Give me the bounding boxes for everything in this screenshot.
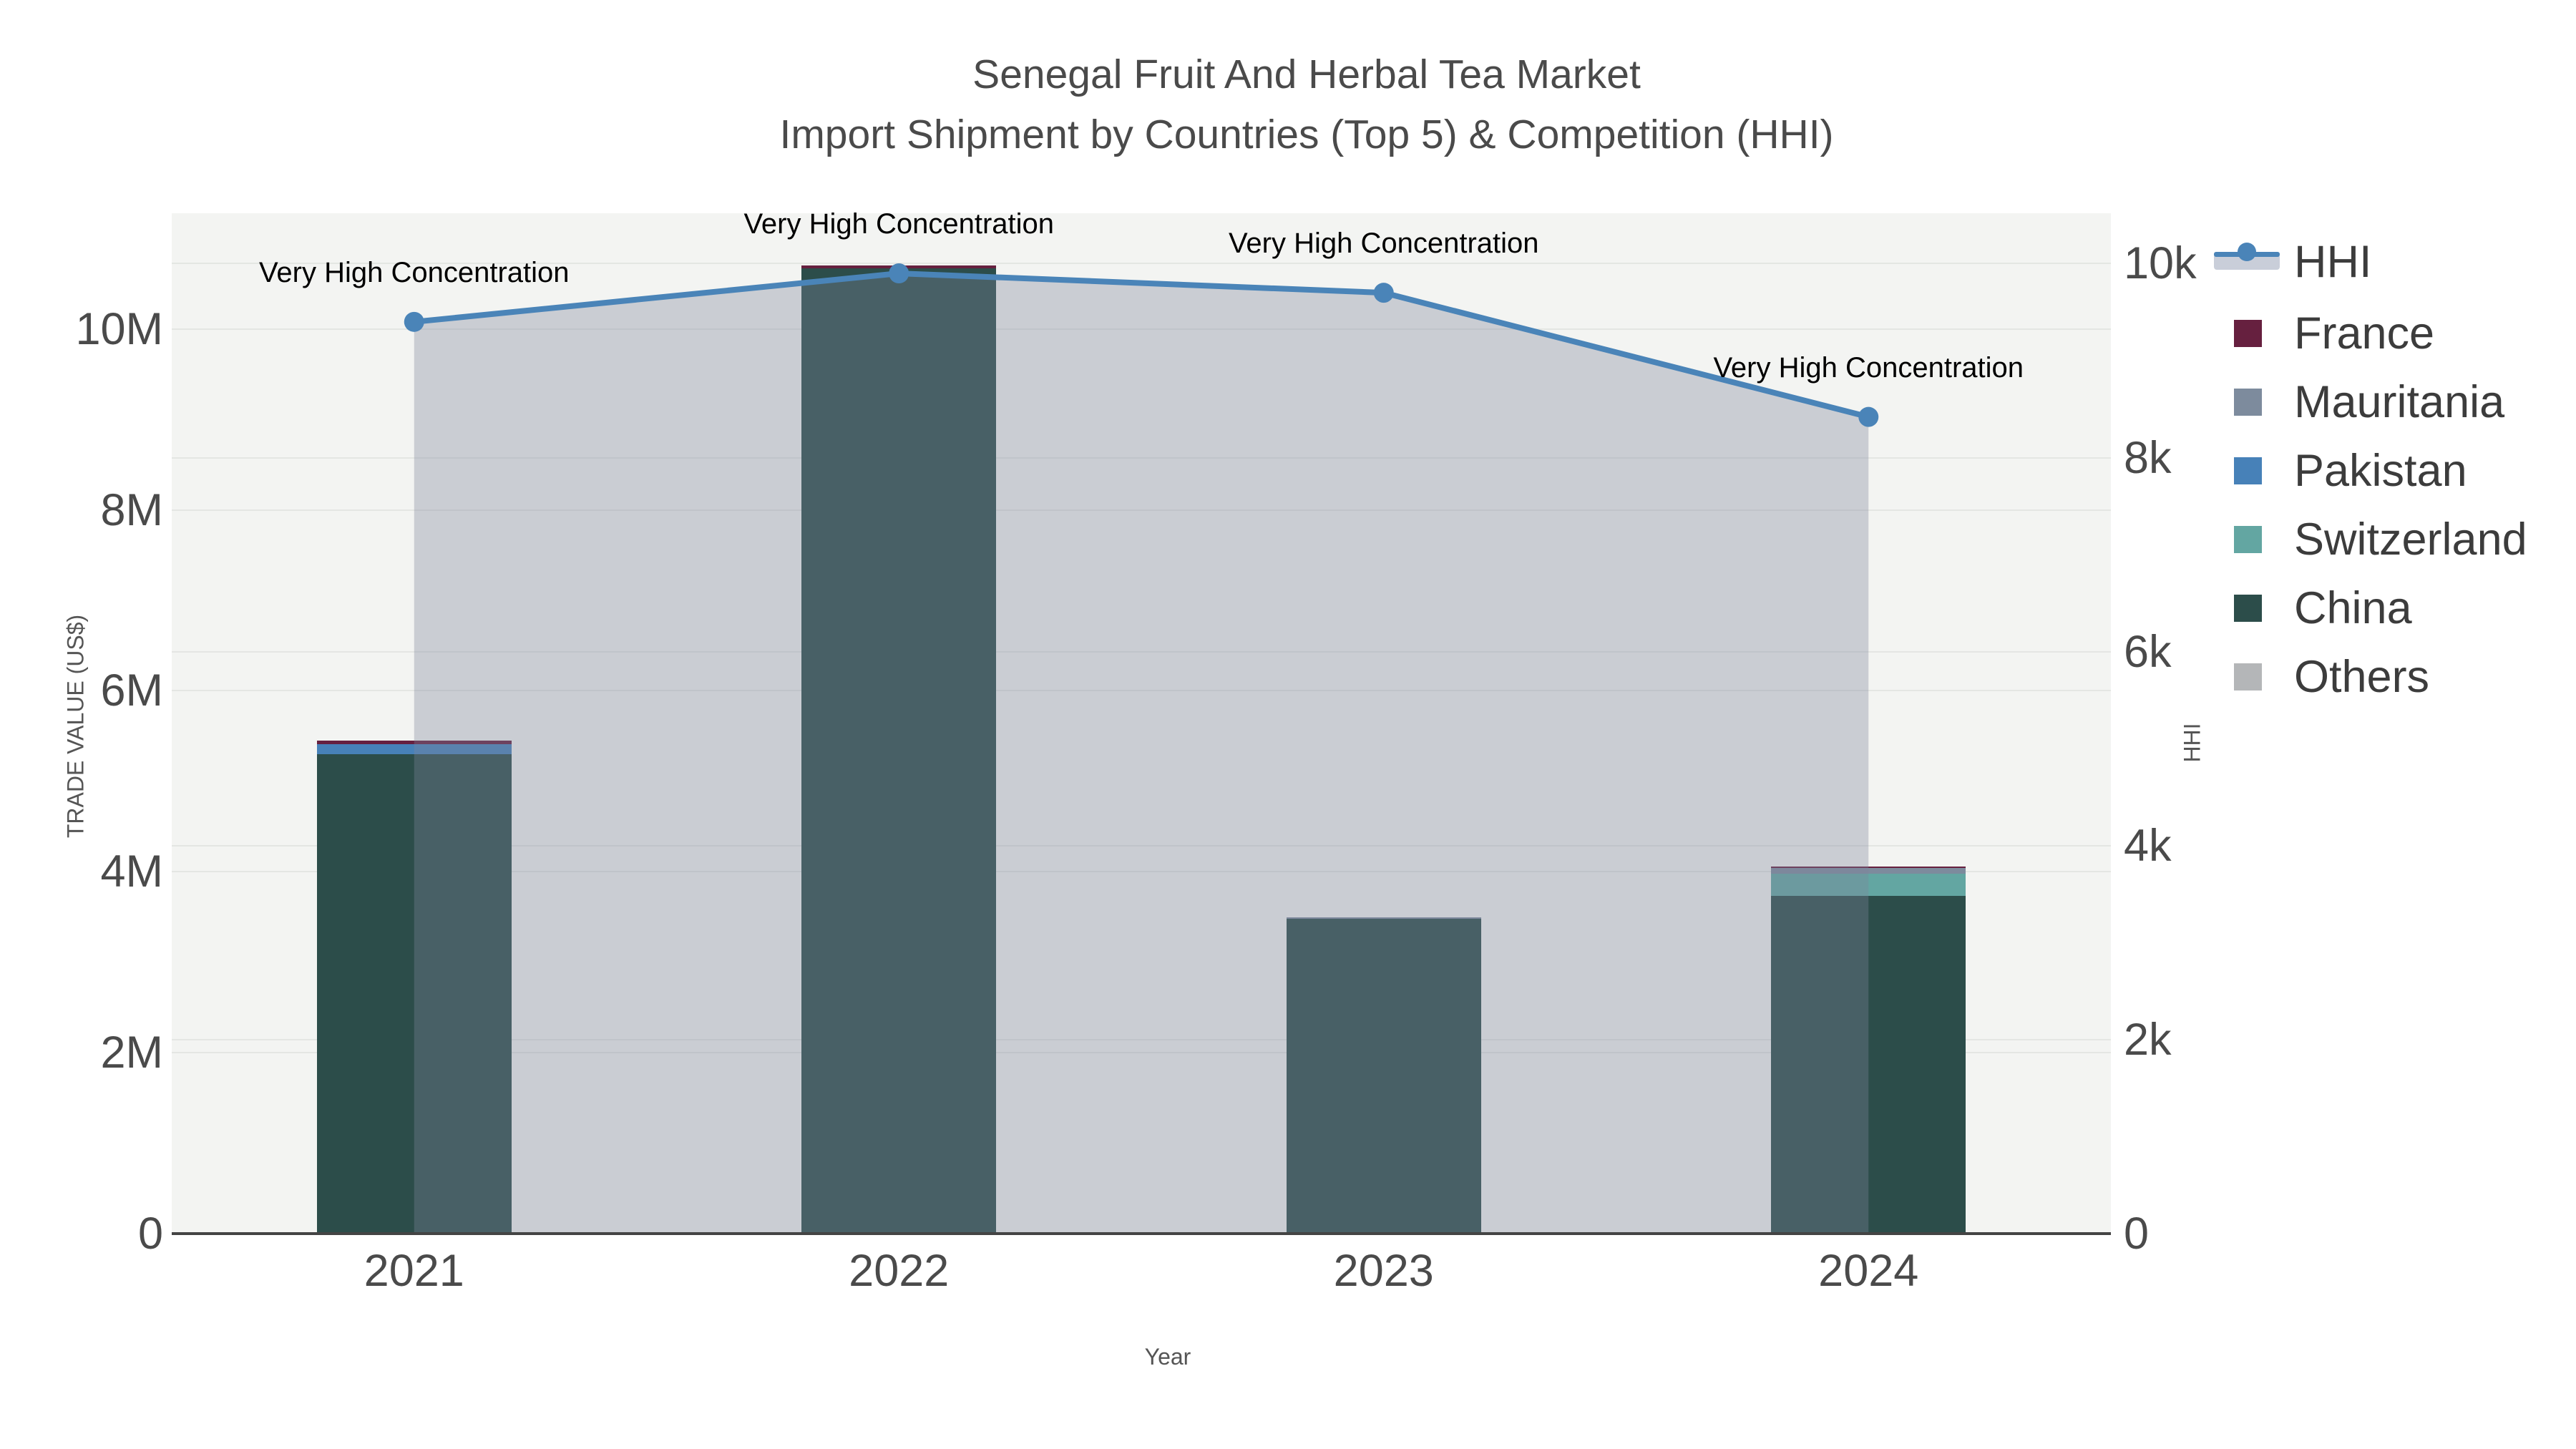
hhi-line [414,270,1870,420]
x-axis-title: Year [1144,1344,1191,1370]
legend-item-mauritania[interactable]: Mauritania [2214,368,2504,436]
annotation-2024: Very High Concentration [1713,351,2024,384]
hhi-legend-marker-icon [2238,243,2256,261]
bar-segment-france-2021[interactable] [316,741,512,745]
legend-swatch-pakistan-icon [2234,457,2262,484]
bar-segment-france-2024[interactable] [1771,866,1966,868]
ytick-left-2M: 2M [100,1028,163,1078]
xtick-2024: 2024 [1818,1246,1919,1296]
ytick-left-6M: 6M [100,665,163,716]
chart-title: Senegal Fruit And Herbal Tea Market Impo… [779,44,1833,165]
xtick-2023: 2023 [1333,1246,1434,1296]
hhi-marker-2021[interactable] [404,311,424,332]
ytick-left-0: 0 [137,1209,163,1259]
chart-title-line1: Senegal Fruit And Herbal Tea Market [972,52,1641,97]
bar-segment-switzerland-2024[interactable] [1771,874,1966,897]
xtick-2022: 2022 [849,1246,950,1296]
ytick-right-0: 0 [2124,1209,2150,1259]
legend-label-switzerland: Switzerland [2294,514,2527,565]
hhi-line-layer [404,263,1879,1234]
xtick-2021: 2021 [364,1246,464,1296]
legend-item-hhi[interactable]: HHI [2214,228,2372,296]
gridline-right-10k [172,263,2111,265]
y-axis-title-left: TRADE VALUE (US$) [62,614,89,839]
legend-swatch-switzerland-icon [2234,526,2262,553]
legend-item-others[interactable]: Others [2214,643,2429,711]
legend-label-hhi: HHI [2294,237,2372,287]
legend-label-mauritania: Mauritania [2294,377,2505,427]
bar-segment-mauritania-2023[interactable] [1286,917,1481,919]
legend-swatch-china-icon [2234,595,2262,622]
legend-label-france: France [2294,308,2435,358]
hhi-marker-2022[interactable] [889,263,909,284]
hhi-marker-2023[interactable] [1373,283,1394,303]
bar-segment-china-2024[interactable] [1771,896,1966,1234]
gridline-left-6M [172,690,2111,692]
gridline-right-6k [172,650,2111,653]
legend-item-china[interactable]: China [2214,574,2412,643]
hhi-legend-line-icon [2214,243,2280,270]
y-axis-title-right: HHI [2179,723,2205,763]
annotation-2021: Very High Concentration [258,256,570,288]
annotation-2023: Very High Concentration [1228,228,1539,260]
gridline-left-2M [172,1052,2111,1054]
gridline-right-8k [172,457,2111,459]
gridline-left-4M [172,871,2111,873]
hhi-marker-2024[interactable] [1858,406,1879,427]
bar-segment-mauritania-2024[interactable] [1771,867,1966,874]
legend-item-pakistan[interactable]: Pakistan [2214,436,2467,505]
hhi-area-fill [414,273,1869,1234]
plot-area: Very High Concentration Very High Concent… [172,208,2111,1234]
ytick-right-10k: 10k [2124,238,2197,289]
ytick-right-8k: 8k [2124,432,2172,483]
ytick-right-4k: 4k [2124,820,2172,871]
ytick-left-8M: 8M [100,484,163,535]
chart-title-line2: Import Shipment by Countries (Top 5) & C… [779,112,1834,157]
ytick-left-10M: 10M [75,303,163,354]
gridline-left-10M [172,328,2111,330]
ytick-right-2k: 2k [2124,1014,2172,1065]
x-axis-line [172,1232,2111,1235]
ytick-right-6k: 6k [2124,626,2172,677]
bar-segment-pakistan-2021[interactable] [316,744,512,754]
annotation-2022: Very High Concentration [743,208,1055,240]
legend-item-switzerland[interactable]: Switzerland [2214,505,2527,574]
legend-label-others: Others [2294,652,2430,702]
bar-segment-china-2023[interactable] [1286,919,1481,1234]
gridline-right-4k [172,844,2111,847]
hhi-legend-line [2214,243,2280,261]
ytick-left-4M: 4M [100,847,163,897]
gridline-left-8M [172,509,2111,511]
legend-swatch-others-icon [2234,663,2262,691]
bar-segment-china-2022[interactable] [801,268,997,1234]
legend-label-pakistan: Pakistan [2294,446,2467,496]
gridline-right-2k [172,1038,2111,1040]
bar-segment-china-2021[interactable] [316,753,512,1234]
legend-swatch-mauritania-icon [2234,389,2262,416]
legend-label-china: China [2294,583,2412,633]
legend-item-france[interactable]: France [2214,299,2434,368]
legend-swatch-france-icon [2234,320,2262,347]
